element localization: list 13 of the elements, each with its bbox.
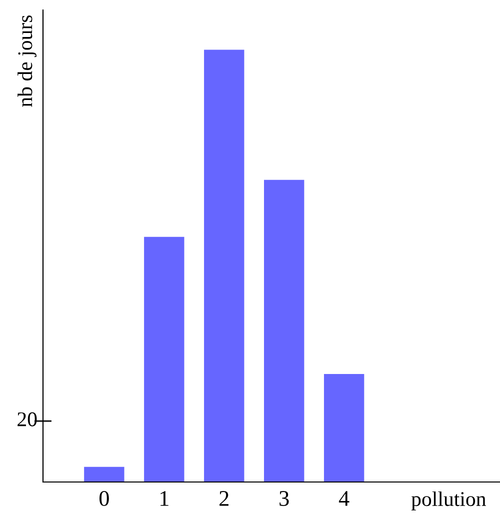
- bar: [144, 236, 184, 482]
- x-axis-title: pollution: [411, 491, 486, 510]
- bar: [84, 466, 124, 482]
- y-axis-title: nb de jours: [18, 15, 36, 107]
- x-tick-label: 0: [99, 490, 109, 506]
- x-tick-label: 1: [160, 491, 168, 506]
- x-tick-label: 4: [338, 491, 350, 506]
- bar: [204, 50, 244, 482]
- text: 20: [18, 412, 37, 426]
- bar: [324, 374, 364, 482]
- bar: [264, 180, 304, 482]
- x-tick-label: 2: [220, 491, 228, 506]
- x-tick-label: 3: [280, 491, 289, 506]
